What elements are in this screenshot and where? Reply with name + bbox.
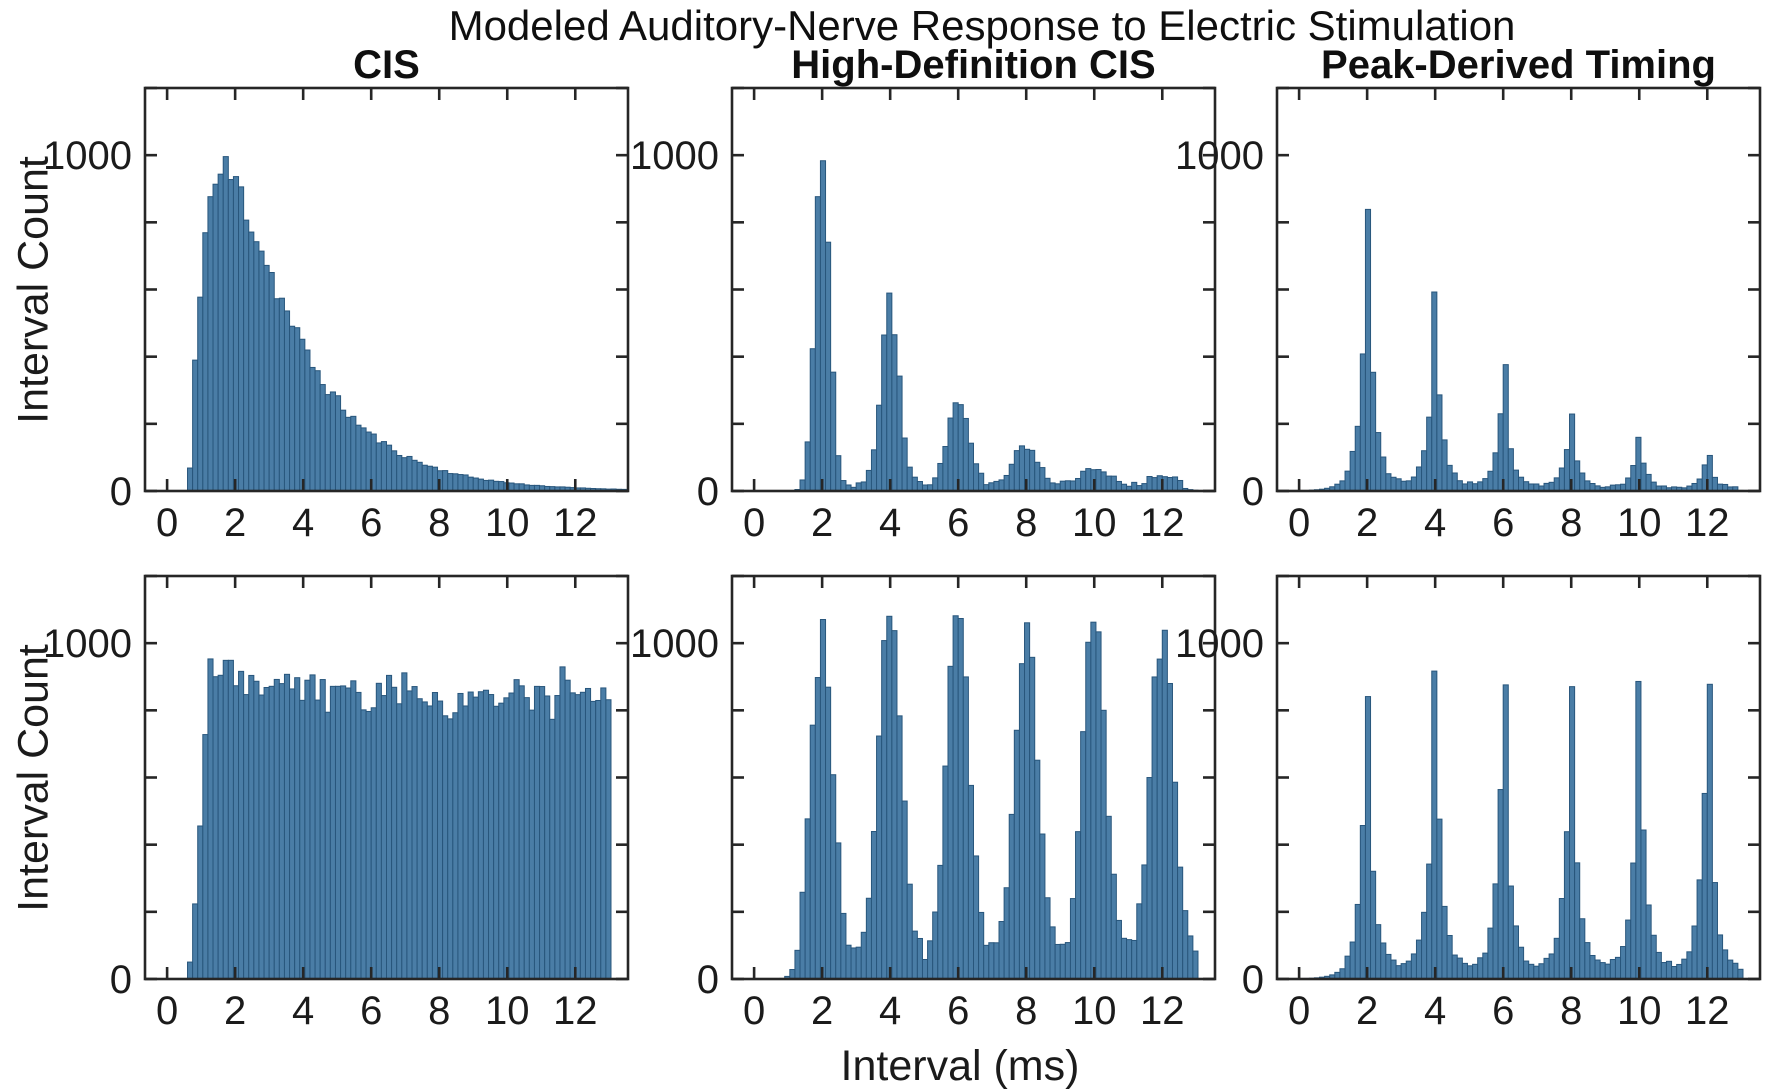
x-tick-label: 6 <box>947 501 969 545</box>
x-tick-label: 0 <box>743 989 765 1033</box>
tick-labels-cis-bottom: 0 1000 0 2 4 6 8 10 12 <box>43 622 598 1033</box>
x-tick-label: 10 <box>485 989 530 1033</box>
x-tick-label: 4 <box>292 501 314 545</box>
x-tick-label: 0 <box>1288 501 1310 545</box>
x-tick-label: 8 <box>1015 501 1037 545</box>
histogram-panel-hdcis-top: 0 1000 0 2 4 6 8 10 12 <box>630 86 1217 545</box>
column-title-high-definition-cis: High-Definition CIS <box>791 43 1156 87</box>
x-tick-label: 12 <box>553 501 598 545</box>
x-tick-label: 12 <box>1685 501 1730 545</box>
x-tick-label: 10 <box>1617 989 1662 1033</box>
axes-pdt-bottom <box>1275 574 1762 981</box>
axes-hdcis-top <box>730 86 1217 493</box>
tick-labels-cis-top: 0 1000 0 2 4 6 8 10 12 <box>43 134 598 545</box>
figure-title: Modeled Auditory-Nerve Response to Elect… <box>448 2 1516 49</box>
axes-cis-top <box>143 86 630 493</box>
x-tick-label: 6 <box>1492 989 1514 1033</box>
column-title-cis: CIS <box>353 43 420 87</box>
histogram-bars-cis-top <box>187 156 627 492</box>
x-tick-label: 0 <box>1288 989 1310 1033</box>
x-tick-label: 0 <box>156 501 178 545</box>
y-tick-label: 0 <box>110 958 132 1002</box>
x-tick-label: 8 <box>1560 989 1582 1033</box>
axes-hdcis-bottom <box>730 574 1217 981</box>
x-tick-label: 2 <box>224 989 246 1033</box>
x-tick-label: 2 <box>1356 989 1378 1033</box>
x-tick-label: 6 <box>360 501 382 545</box>
x-tick-label: 2 <box>811 501 833 545</box>
axes-cis-bottom <box>143 574 630 981</box>
column-title-peak-derived-timing: Peak-Derived Timing <box>1321 43 1716 87</box>
histogram-bars-pdt-bottom <box>1298 670 1744 980</box>
histogram-panel-hdcis-bottom: 0 1000 0 2 4 6 8 10 12 <box>630 574 1217 1033</box>
x-tick-label: 0 <box>156 989 178 1033</box>
x-tick-label: 12 <box>1685 989 1730 1033</box>
y-tick-label: 1000 <box>43 622 132 666</box>
y-tick-label: 0 <box>110 470 132 514</box>
y-tick-label: 0 <box>1242 958 1264 1002</box>
x-tick-label: 4 <box>879 501 901 545</box>
x-tick-label: 6 <box>1492 501 1514 545</box>
x-tick-label: 4 <box>1424 989 1446 1033</box>
x-tick-label: 10 <box>1072 501 1117 545</box>
x-tick-label: 10 <box>485 501 530 545</box>
x-tick-label: 2 <box>224 501 246 545</box>
histogram-bars-cis-bottom <box>187 658 612 980</box>
x-tick-label: 2 <box>811 989 833 1033</box>
x-tick-label: 8 <box>428 989 450 1033</box>
x-tick-label: 10 <box>1072 989 1117 1033</box>
histogram-bars-hdcis-top <box>794 160 1204 492</box>
histogram-panel-pdt-top: 0 1000 0 2 4 6 8 10 12 <box>1175 86 1762 545</box>
histogram-bars-hdcis-bottom <box>779 615 1199 980</box>
x-tick-label: 4 <box>1424 501 1446 545</box>
y-tick-label: 0 <box>697 958 719 1002</box>
x-tick-label: 8 <box>1015 989 1037 1033</box>
x-axis-label: Interval (ms) <box>840 1042 1080 1090</box>
axes-pdt-top <box>1275 86 1762 493</box>
histogram-panel-cis-top: 0 1000 0 2 4 6 8 10 12 <box>43 86 630 545</box>
x-tick-label: 12 <box>553 989 598 1033</box>
tick-labels-pdt-top: 0 1000 0 2 4 6 8 10 12 <box>1175 134 1730 545</box>
histogram-bars-pdt-top <box>1298 208 1749 492</box>
tick-labels-pdt-bottom: 0 1000 0 2 4 6 8 10 12 <box>1175 622 1730 1033</box>
x-tick-label: 4 <box>292 989 314 1033</box>
tick-labels-hdcis-bottom: 0 1000 0 2 4 6 8 10 12 <box>630 622 1185 1033</box>
x-tick-label: 6 <box>360 989 382 1033</box>
x-tick-label: 8 <box>1560 501 1582 545</box>
x-tick-label: 4 <box>879 989 901 1033</box>
y-tick-label: 1000 <box>630 134 719 178</box>
y-tick-label: 0 <box>697 470 719 514</box>
x-tick-label: 10 <box>1617 501 1662 545</box>
y-tick-label: 1000 <box>43 134 132 178</box>
y-tick-label: 1000 <box>1175 134 1264 178</box>
x-tick-label: 2 <box>1356 501 1378 545</box>
x-tick-label: 12 <box>1140 989 1185 1033</box>
x-tick-label: 0 <box>743 501 765 545</box>
x-tick-label: 6 <box>947 989 969 1033</box>
x-tick-label: 8 <box>428 501 450 545</box>
y-tick-label: 1000 <box>1175 622 1264 666</box>
histogram-panel-cis-bottom: 0 1000 0 2 4 6 8 10 12 <box>43 574 630 1033</box>
histogram-panel-pdt-bottom: 0 1000 0 2 4 6 8 10 12 <box>1175 574 1762 1033</box>
y-tick-label: 0 <box>1242 470 1264 514</box>
y-tick-label: 1000 <box>630 622 719 666</box>
x-tick-label: 12 <box>1140 501 1185 545</box>
tick-labels-hdcis-top: 0 1000 0 2 4 6 8 10 12 <box>630 134 1185 545</box>
